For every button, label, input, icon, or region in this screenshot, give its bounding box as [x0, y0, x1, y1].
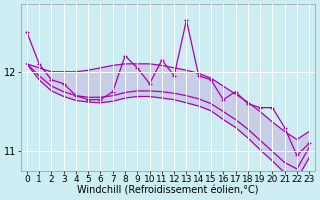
- X-axis label: Windchill (Refroidissement éolien,°C): Windchill (Refroidissement éolien,°C): [77, 186, 259, 196]
